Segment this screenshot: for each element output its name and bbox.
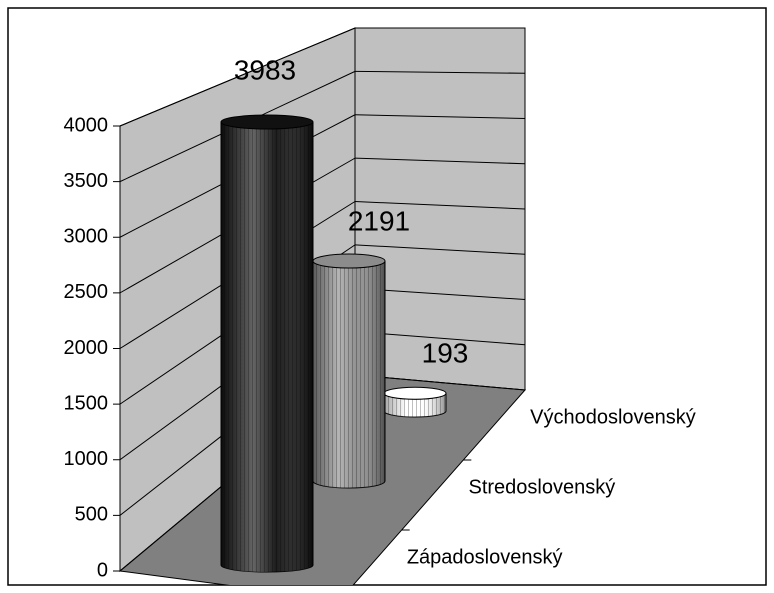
- cylinder-top: [220, 114, 314, 130]
- data-label: 193: [422, 338, 469, 369]
- y-tick-label: 2500: [64, 281, 109, 303]
- plot-area: [118, 27, 527, 585]
- y-tick-label: 0: [97, 559, 108, 581]
- grid-line: [354, 244, 526, 255]
- y-tick-label: 1500: [64, 392, 109, 414]
- data-label: 3983: [234, 54, 296, 85]
- grid-line: [354, 114, 526, 119]
- y-tick-label: 2000: [64, 337, 109, 359]
- cylinder-top: [312, 253, 386, 269]
- cylinder-stripes: [313, 261, 385, 488]
- y-tick-label: 3000: [64, 226, 109, 248]
- grid-line: [354, 157, 526, 165]
- data-label: 2191: [348, 205, 410, 236]
- y-tick-label: 3500: [64, 170, 109, 192]
- x-tick-label: Západoslovenský: [407, 546, 563, 568]
- y-tick-label: 1000: [64, 448, 109, 470]
- grid-line: [119, 27, 356, 127]
- y-tick-label: 500: [75, 504, 108, 526]
- y-tick-label: 4000: [64, 114, 109, 136]
- x-tick-label: Východoslovenský: [530, 406, 696, 428]
- cylinder-top: [383, 386, 447, 400]
- grid-line: [354, 201, 526, 210]
- cylinder-stripes: [384, 393, 446, 417]
- x-tick-label: Stredoslovenský: [469, 476, 616, 498]
- grid-line: [354, 70, 526, 74]
- cylinder-stripes: [221, 122, 313, 572]
